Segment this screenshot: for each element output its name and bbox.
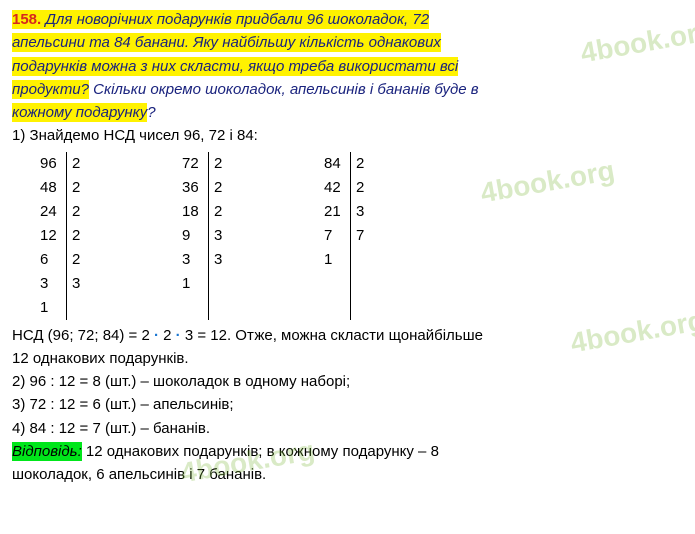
- problem-block: 158. Для новорічних подарунків придбали …: [12, 8, 683, 124]
- fact-cell: 48: [40, 176, 60, 200]
- fact-cell: 9: [182, 224, 202, 248]
- fact-cell: [72, 296, 92, 320]
- fact-cell: 36: [182, 176, 202, 200]
- fact-96-factors: 222223: [66, 152, 92, 320]
- fact-cell: 7: [356, 224, 376, 248]
- answer-line-2: шоколадок, 6 апельсинів і 7 бананів.: [12, 463, 683, 486]
- problem-text-4b: Скільки окремо шоколадок, апельсинів і б…: [89, 81, 479, 98]
- gcd-cont: 12 однакових подарунків.: [12, 347, 683, 370]
- fact-cell: 3: [72, 272, 92, 296]
- fact-cell: 84: [324, 152, 344, 176]
- fact-cell: 3: [182, 248, 202, 272]
- fact-cell: 1: [40, 296, 60, 320]
- fact-84: 84422171 2237: [324, 152, 376, 320]
- problem-text-2: апельсини та 84 банани. Яку найбільшу кі…: [12, 33, 441, 52]
- fact-cell: 12: [40, 224, 60, 248]
- fact-96: 96482412631 222223: [40, 152, 92, 320]
- fact-cell: 3: [40, 272, 60, 296]
- fact-cell: 2: [72, 152, 92, 176]
- gcd-line: НСД (96; 72; 84) = 2 · 2 · 3 = 12. Отже,…: [12, 324, 683, 347]
- fact-cell: 2: [72, 224, 92, 248]
- factorization-block: 96482412631 222223 723618931 22233 84422…: [40, 152, 683, 320]
- problem-number: 158.: [12, 11, 41, 28]
- fact-cell: 2: [214, 200, 234, 224]
- answer-line-1: Відповідь: 12 однакових подарунків; в ко…: [12, 440, 683, 463]
- fact-cell: 6: [40, 248, 60, 272]
- fact-cell: 2: [72, 176, 92, 200]
- problem-line-3: подарунків можна з них скласти, якщо тре…: [12, 55, 683, 78]
- fact-cell: [182, 296, 202, 320]
- fact-cell: 2: [356, 176, 376, 200]
- fact-cell: 2: [356, 152, 376, 176]
- fact-96-quotients: 96482412631: [40, 152, 66, 320]
- fact-cell: 42: [324, 176, 344, 200]
- answer-text-a: 12 однакових подарунків; в кожному подар…: [82, 443, 439, 460]
- problem-line-5: кожному подарунку?: [12, 101, 683, 124]
- fact-cell: 2: [214, 152, 234, 176]
- fact-cell: 2: [72, 200, 92, 224]
- fact-cell: 18: [182, 200, 202, 224]
- gcd-c: 3 = 12. Отже, можна скласти щонайбільше: [181, 327, 483, 344]
- fact-cell: [356, 272, 376, 296]
- problem-text-3: подарунків можна з них скласти, якщо тре…: [12, 57, 458, 76]
- problem-line-4: продукти? Скільки окремо шоколадок, апел…: [12, 78, 683, 101]
- problem-text-1: Для новорічних подарунків придбали 96 шо…: [45, 11, 429, 28]
- step-2: 2) 96 : 12 = 8 (шт.) – шоколадок в одном…: [12, 370, 683, 393]
- step-4: 4) 84 : 12 = 7 (шт.) – бананів.: [12, 417, 683, 440]
- step-3: 3) 72 : 12 = 6 (шт.) – апельсинів;: [12, 393, 683, 416]
- fact-cell: 1: [182, 272, 202, 296]
- problem-text-5: кожному подарунку: [12, 103, 147, 122]
- problem-line-1: 158. Для новорічних подарунків придбали …: [12, 8, 683, 31]
- fact-cell: [356, 248, 376, 272]
- fact-72-factors: 22233: [208, 152, 234, 320]
- fact-cell: [324, 296, 344, 320]
- problem-line-2: апельсини та 84 банани. Яку найбільшу кі…: [12, 31, 683, 54]
- fact-cell: [324, 272, 344, 296]
- fact-cell: 3: [214, 224, 234, 248]
- fact-cell: [356, 296, 376, 320]
- fact-72-quotients: 723618931: [182, 152, 208, 320]
- problem-text-5q: ?: [147, 104, 155, 121]
- fact-cell: 2: [214, 176, 234, 200]
- fact-cell: 1: [324, 248, 344, 272]
- answer-label: Відповідь:: [12, 442, 82, 461]
- fact-72: 723618931 22233: [182, 152, 234, 320]
- fact-cell: 21: [324, 200, 344, 224]
- fact-cell: 3: [214, 248, 234, 272]
- fact-84-factors: 2237: [350, 152, 376, 320]
- problem-text-4a: продукти?: [12, 80, 89, 99]
- fact-cell: 24: [40, 200, 60, 224]
- gcd-b: 2: [159, 327, 176, 344]
- fact-cell: 96: [40, 152, 60, 176]
- fact-cell: 3: [356, 200, 376, 224]
- fact-cell: 72: [182, 152, 202, 176]
- gcd-a: НСД (96; 72; 84) = 2: [12, 327, 154, 344]
- fact-cell: 7: [324, 224, 344, 248]
- fact-84-quotients: 84422171: [324, 152, 350, 320]
- fact-cell: 2: [72, 248, 92, 272]
- fact-cell: [214, 296, 234, 320]
- fact-cell: [214, 272, 234, 296]
- step-1: 1) Знайдемо НСД чисел 96, 72 і 84:: [12, 124, 683, 147]
